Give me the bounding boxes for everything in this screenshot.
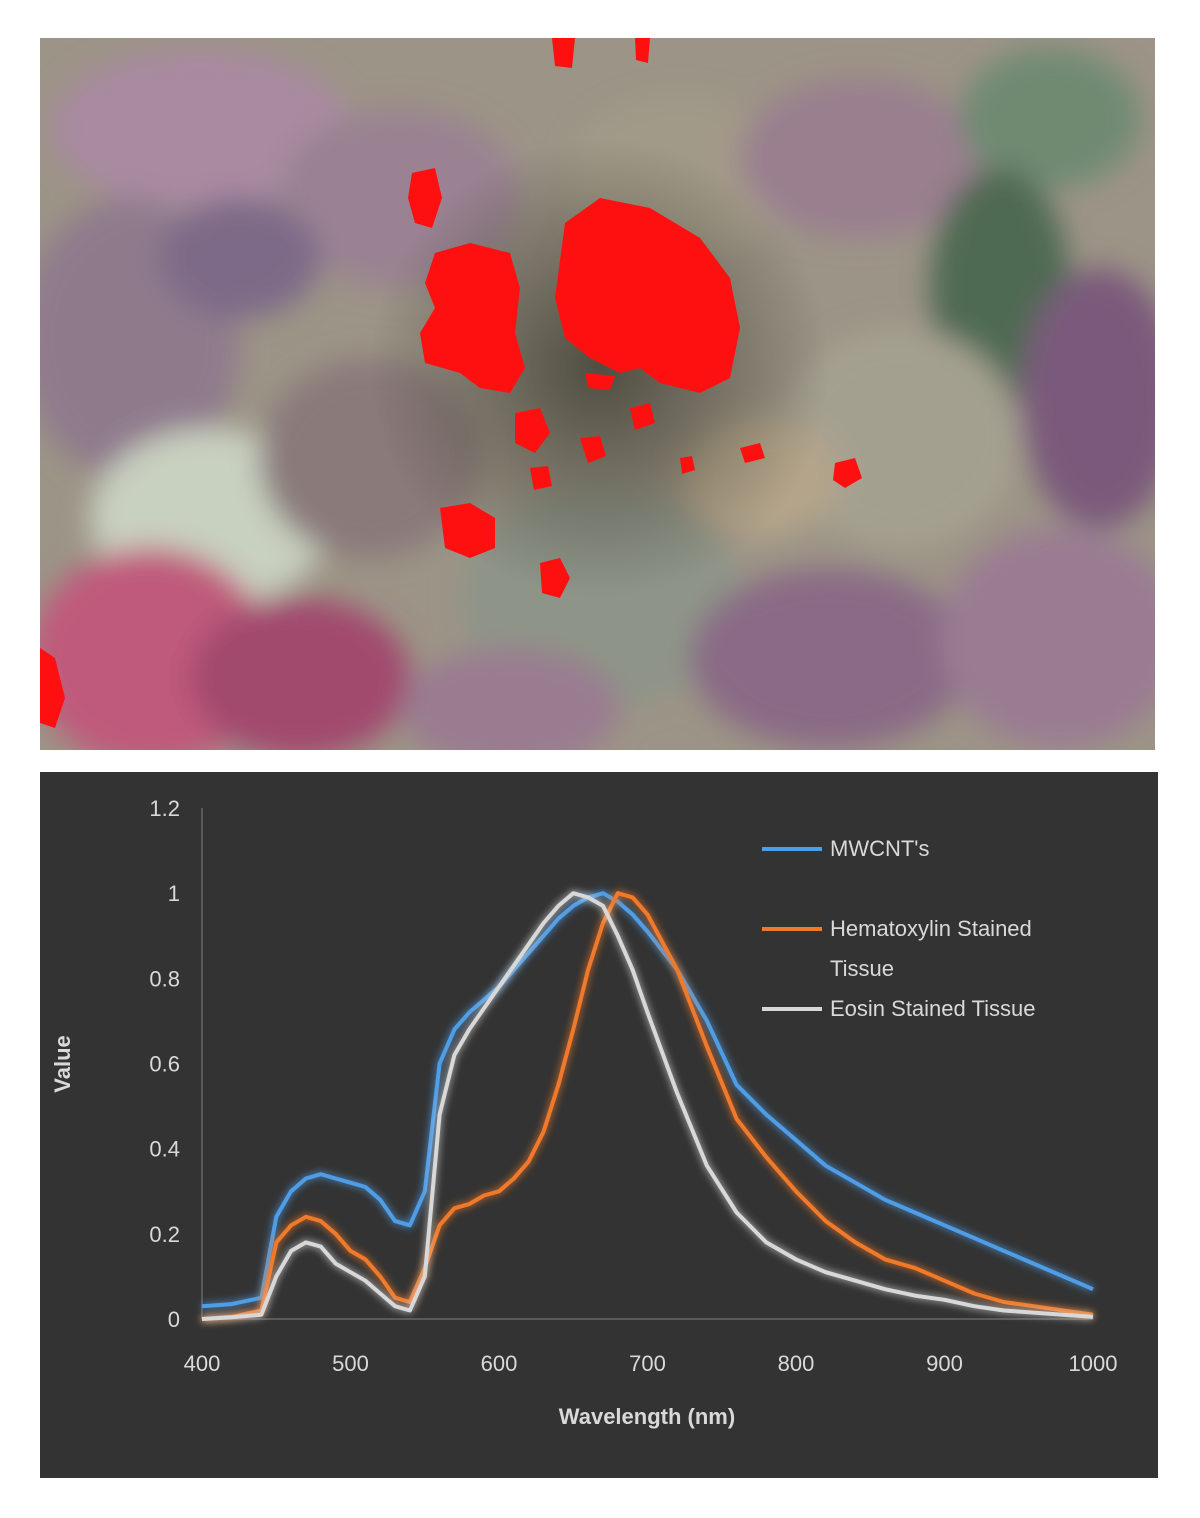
x-tick-label: 500 bbox=[332, 1351, 369, 1376]
x-tick-label: 600 bbox=[481, 1351, 518, 1376]
mwcnt-overlay bbox=[40, 38, 862, 728]
x-tick-label: 400 bbox=[184, 1351, 221, 1376]
tissue-micrograph bbox=[40, 38, 1155, 750]
x-tick-label: 800 bbox=[778, 1351, 815, 1376]
x-tick-label: 700 bbox=[629, 1351, 666, 1376]
y-tick-label: 0.2 bbox=[149, 1222, 180, 1247]
y-tick-label: 0.6 bbox=[149, 1052, 180, 1077]
x-axis-title: Wavelength (nm) bbox=[559, 1404, 735, 1429]
legend: MWCNT's Hematoxylin Stained Tissue Eosin St… bbox=[762, 836, 1035, 1021]
legend-label: Eosin Stained Tissue bbox=[830, 996, 1035, 1021]
y-tick-label: 0.8 bbox=[149, 966, 180, 991]
series-line-2 bbox=[201, 891, 1094, 1321]
spectrum-chart: 0 0.2 0.4 0.6 0.8 1 1.2 400 500 600 700 800 900 1000… bbox=[40, 772, 1158, 1478]
series-line-3 bbox=[201, 891, 1094, 1321]
y-tick-label: 1 bbox=[168, 881, 180, 906]
y-tick-label: 0.4 bbox=[149, 1137, 180, 1162]
y-axis-title: Value bbox=[50, 1035, 75, 1092]
x-tick-label: 1000 bbox=[1069, 1351, 1118, 1376]
legend-label: MWCNT's bbox=[830, 836, 930, 861]
x-tick-label: 900 bbox=[926, 1351, 963, 1376]
legend-label: Hematoxylin Stained bbox=[830, 916, 1032, 941]
chart-background bbox=[40, 772, 1158, 1478]
y-tick-label: 0 bbox=[168, 1307, 180, 1332]
series-line-1 bbox=[201, 891, 1094, 1309]
y-tick-label: 1.2 bbox=[149, 796, 180, 821]
legend-label: Tissue bbox=[830, 956, 894, 981]
